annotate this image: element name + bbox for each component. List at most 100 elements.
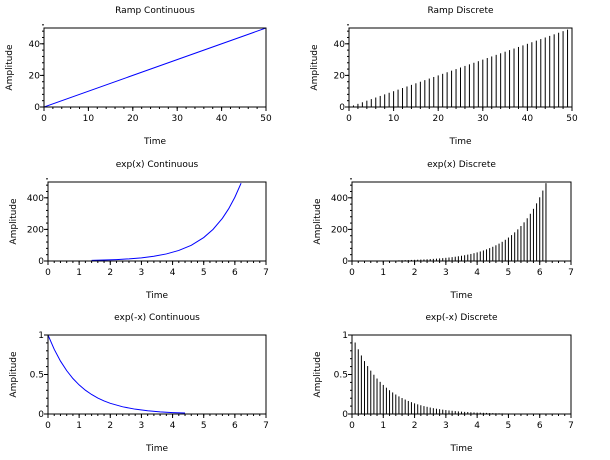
- x-tick-label: 20: [127, 114, 139, 124]
- x-tick-label: 7: [263, 268, 269, 278]
- x-tick-label: 0: [349, 268, 355, 278]
- y-axis-label: Amplitude: [310, 44, 320, 91]
- chart-panel: 0 1 2 3 4 5 6 7 0 0.5 1 exp(-x) Continuous Time Ampli…: [9, 313, 269, 454]
- x-tick-label: 4: [170, 268, 176, 278]
- x-tick-label: 2: [412, 421, 418, 431]
- y-tick-label: 200: [331, 225, 348, 235]
- x-tick-label: 6: [537, 268, 543, 278]
- x-tick-label: 1: [380, 268, 386, 278]
- x-tick-label: 1: [76, 421, 82, 431]
- x-axis-label: Time: [145, 444, 168, 454]
- x-tick-label: 2: [107, 421, 113, 431]
- y-tick-label: 400: [331, 194, 348, 204]
- plot-area: [44, 28, 266, 107]
- axes-frame: [348, 27, 573, 108]
- plot-area: [398, 183, 547, 261]
- x-tick-label: 3: [443, 268, 449, 278]
- x-tick-label: 0: [346, 114, 352, 124]
- y-tick-label: 400: [27, 194, 44, 204]
- axes-frame: [351, 334, 572, 415]
- y-tick-label: 40: [29, 40, 41, 50]
- x-tick-label: 6: [232, 268, 238, 278]
- chart-title: exp(x) Continuous: [116, 160, 199, 170]
- y-tick-label: 200: [27, 225, 44, 235]
- x-axis-label: Time: [448, 137, 471, 147]
- x-tick-label: 6: [232, 421, 238, 431]
- y-tick-label: 0.5: [334, 371, 348, 381]
- y-axis-label: Amplitude: [5, 44, 15, 91]
- chart-title: Ramp Discrete: [427, 6, 494, 16]
- y-tick-label: 0.5: [30, 371, 44, 381]
- axes-frame: [47, 334, 267, 415]
- x-tick-label: 2: [107, 268, 113, 278]
- chart-panel: 0 1 2 3 4 5 6 7 0 0.5 1 exp(-x) Discrete Time Amplitu…: [313, 313, 574, 454]
- x-tick-label: 0: [45, 421, 51, 431]
- y-tick-label: 0: [34, 103, 40, 113]
- chart-title: Ramp Continuous: [115, 6, 195, 16]
- x-tick-label: 3: [443, 421, 449, 431]
- y-axis-label: Amplitude: [9, 198, 19, 245]
- x-tick-label: 7: [568, 268, 574, 278]
- x-tick-label: 40: [216, 114, 228, 124]
- y-tick-label: 20: [334, 71, 346, 81]
- x-tick-label: 1: [76, 268, 82, 278]
- x-tick-label: 4: [474, 268, 480, 278]
- x-axis-label: Time: [143, 137, 166, 147]
- x-tick-label: 1: [380, 421, 386, 431]
- x-tick-label: 5: [201, 268, 207, 278]
- x-tick-label: 0: [349, 421, 355, 431]
- x-tick-label: 10: [83, 114, 95, 124]
- x-tick-label: 30: [477, 114, 489, 124]
- chart-panel: 0 1 2 3 4 5 6 7 0 200 400 exp(x) Continuous Time Ampl…: [9, 160, 269, 301]
- y-tick-label: 40: [334, 40, 346, 50]
- x-tick-label: 0: [45, 268, 51, 278]
- x-axis-label: Time: [145, 291, 168, 301]
- series-line: [44, 28, 266, 107]
- chart-panel: 0 10 20 30 40 50 0 20 40 Ramp Continuous Time Ampli…: [5, 6, 272, 147]
- x-tick-label: 3: [139, 268, 145, 278]
- plot-area: [352, 28, 572, 107]
- series-line: [91, 182, 242, 261]
- y-axis-label: Amplitude: [9, 351, 19, 398]
- x-tick-label: 50: [260, 114, 272, 124]
- x-tick-label: 2: [412, 268, 418, 278]
- chart-panel: 0 10 20 30 40 50 0 20 40 Ramp Discrete Time Amplitu…: [310, 6, 578, 147]
- x-axis-label: Time: [449, 291, 472, 301]
- x-tick-label: 5: [506, 268, 512, 278]
- y-tick-label: 0: [342, 257, 348, 267]
- y-axis-label: Amplitude: [313, 351, 323, 398]
- x-tick-label: 50: [566, 114, 578, 124]
- x-tick-label: 20: [432, 114, 444, 124]
- x-tick-label: 4: [474, 421, 480, 431]
- chart-title: exp(x) Discrete: [427, 160, 496, 170]
- x-tick-label: 7: [263, 421, 269, 431]
- x-tick-label: 7: [568, 421, 574, 431]
- x-tick-label: 30: [171, 114, 183, 124]
- x-tick-label: 6: [537, 421, 543, 431]
- y-tick-label: 0: [342, 410, 348, 420]
- y-tick-label: 0: [38, 410, 44, 420]
- y-axis-label: Amplitude: [313, 198, 323, 245]
- axes-frame: [47, 181, 267, 262]
- x-tick-label: 3: [139, 421, 145, 431]
- y-tick-label: 1: [38, 331, 44, 341]
- y-tick-label: 20: [29, 71, 41, 81]
- chart-title: exp(-x) Continuous: [114, 313, 200, 323]
- x-tick-label: 5: [506, 421, 512, 431]
- axes-frame: [43, 27, 267, 108]
- plot-area: [354, 342, 503, 414]
- y-tick-label: 0: [38, 257, 44, 267]
- y-tick-label: 0: [339, 103, 345, 113]
- x-tick-label: 0: [41, 114, 47, 124]
- chart-panel: 0 1 2 3 4 5 6 7 0 200 400 exp(x) Discrete Time Amplit…: [313, 160, 574, 301]
- plot-area: [91, 182, 242, 261]
- x-axis-label: Time: [449, 444, 472, 454]
- axes-frame: [351, 181, 572, 262]
- x-tick-label: 40: [522, 114, 534, 124]
- chart-title: exp(-x) Discrete: [425, 313, 498, 323]
- x-tick-label: 4: [170, 421, 176, 431]
- x-tick-label: 10: [388, 114, 400, 124]
- x-tick-label: 5: [201, 421, 207, 431]
- series-line: [48, 335, 186, 414]
